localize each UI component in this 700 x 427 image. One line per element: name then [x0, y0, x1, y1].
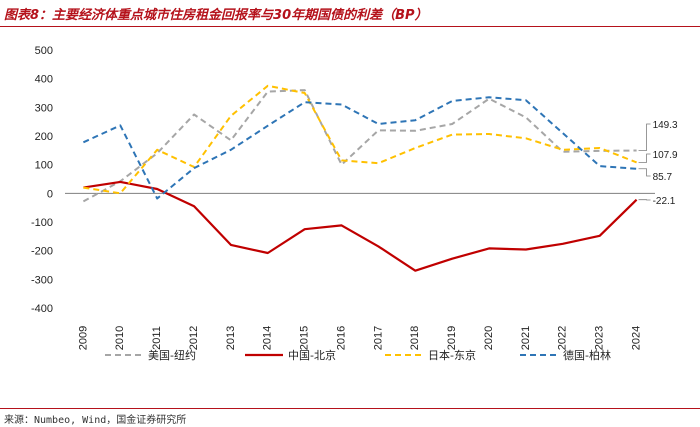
y-tick-label: 400 [35, 74, 53, 86]
x-tick-label: 2021 [520, 326, 532, 350]
y-tick-label: -200 [31, 246, 53, 258]
x-tick-label: 2013 [225, 326, 237, 350]
annotation-leader [638, 168, 651, 177]
legend-label-3: 德国-柏林 [563, 348, 611, 362]
series-line-2 [83, 84, 637, 195]
x-tick-label: 2019 [446, 326, 458, 350]
y-tick-label: 500 [35, 45, 53, 57]
legend-label-0: 美国-纽约 [148, 348, 196, 362]
x-tick-label: 2015 [299, 326, 311, 350]
x-tick-label: 2020 [483, 326, 495, 350]
series-line-3 [82, 96, 637, 200]
annotation-label: 85.7 [653, 172, 673, 183]
x-tick-label: 2010 [114, 326, 126, 350]
footer-rule [0, 408, 700, 409]
x-tick-label: 2022 [557, 326, 569, 350]
series-lines [82, 84, 638, 272]
source-note: 来源：Numbeo, Wind，国金证券研究所 [4, 415, 187, 426]
chart-title: 图表8：主要经济体重点城市住房租金回报率与30年期国债的利差（BP） [4, 8, 428, 23]
y-tick-label: 100 [35, 160, 53, 172]
annotation-leader [638, 153, 651, 163]
x-tick-label: 2012 [188, 326, 200, 350]
annotation-leader [638, 123, 651, 151]
x-tick-label: 2024 [630, 326, 642, 350]
legend-label-1: 中国-北京 [288, 348, 336, 362]
x-tick-label: 2023 [594, 326, 606, 350]
series-line-1 [83, 180, 638, 272]
legend: 美国-纽约 中国-北京 日本-东京 德国-柏林 [105, 348, 611, 362]
y-tick-label: -300 [31, 274, 53, 286]
y-axis: -400 -300 -200 -100 0 100 200 300 400 500 [31, 45, 53, 315]
y-tick-label: -400 [31, 303, 53, 315]
end-annotations: 149.3 107.9 85.7 -22.1 [638, 120, 678, 207]
series-line-0 [82, 89, 637, 203]
annotation-label: 149.3 [653, 120, 678, 131]
x-tick-label: 2017 [372, 326, 384, 350]
annotation-label: -22.1 [653, 196, 676, 207]
x-tick-label: 2011 [151, 326, 163, 350]
annotation-label: 107.9 [653, 150, 678, 161]
legend-label-2: 日本-东京 [428, 348, 476, 362]
x-axis: 2009 2010 2011 2012 2013 2014 2015 2016 2017 2018… [65, 192, 655, 350]
x-tick-label: 2018 [409, 326, 421, 350]
y-tick-label: 0 [47, 188, 53, 200]
y-tick-label: 200 [35, 131, 53, 143]
x-tick-label: 2014 [262, 326, 274, 350]
x-tick-label: 2009 [77, 326, 89, 350]
y-tick-label: -100 [31, 217, 53, 229]
title-rule [0, 26, 700, 27]
y-tick-label: 300 [35, 102, 53, 114]
x-tick-label: 2016 [335, 326, 347, 350]
